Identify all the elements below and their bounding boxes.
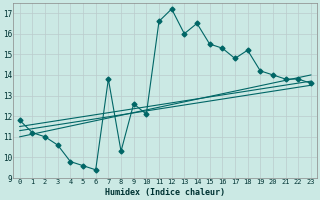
X-axis label: Humidex (Indice chaleur): Humidex (Indice chaleur) xyxy=(105,188,225,197)
